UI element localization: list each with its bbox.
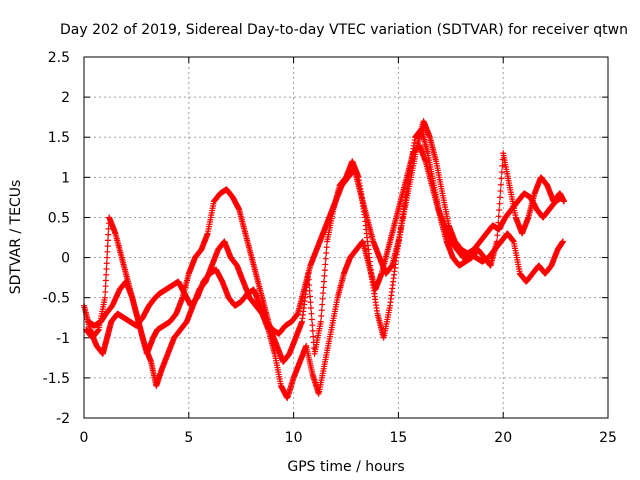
x-tick-label: 5 <box>184 430 193 446</box>
data-point <box>309 322 316 329</box>
data-point <box>320 290 327 297</box>
series-track-b <box>83 126 567 365</box>
data-point <box>307 299 314 306</box>
y-tick-label: -2 <box>56 411 70 427</box>
y-tick-label: 2 <box>61 90 70 106</box>
y-tick-label: -0.5 <box>43 291 70 307</box>
chart-title: Day 202 of 2019, Sidereal Day-to-day VTE… <box>60 22 628 38</box>
data-point <box>103 260 110 267</box>
data-point <box>102 277 109 284</box>
data-point <box>306 282 313 289</box>
x-tick-label: 15 <box>389 430 407 446</box>
y-axis-label: SDTVAR / TECUs <box>8 180 24 295</box>
data-point <box>320 278 327 285</box>
x-tick-label: 25 <box>599 430 617 446</box>
x-axis-label: GPS time / hours <box>287 459 404 475</box>
y-tick-label: 0.5 <box>48 210 70 226</box>
data-point <box>494 232 501 239</box>
data-point <box>560 198 567 205</box>
plot-frame <box>83 56 609 419</box>
y-tick-label: 1 <box>61 170 70 186</box>
data-point <box>102 288 109 295</box>
data-point <box>318 313 325 320</box>
data-point <box>323 249 330 256</box>
data-point <box>307 293 314 300</box>
data-point <box>497 181 504 188</box>
y-tick-label: -1.5 <box>43 371 70 387</box>
data-point <box>101 294 108 301</box>
data-point <box>308 316 315 323</box>
series-track-c <box>85 142 566 401</box>
data-point <box>319 295 326 302</box>
data-marks <box>81 118 567 401</box>
data-point <box>559 238 566 245</box>
grid <box>84 57 608 418</box>
data-point <box>495 219 502 226</box>
y-tick-label: 0 <box>61 251 70 267</box>
data-point <box>319 301 326 308</box>
data-point <box>497 194 504 201</box>
x-tick-label: 10 <box>285 430 303 446</box>
data-point <box>321 267 328 274</box>
data-point <box>320 284 327 291</box>
data-point <box>105 225 112 232</box>
data-point <box>307 304 314 311</box>
data-point <box>495 213 502 220</box>
data-point <box>499 162 506 169</box>
data-point <box>317 318 324 325</box>
tick-labels: 0 5 10 15 20 25 -2 -1.5 -1 -0.5 0 0.5 1 1.5 2 2.5 <box>43 50 617 446</box>
y-tick-label: -1 <box>56 331 70 347</box>
data-point <box>103 266 110 273</box>
data-point <box>309 327 316 334</box>
data-point <box>318 307 325 314</box>
data-point <box>306 287 313 294</box>
data-point <box>305 270 312 277</box>
data-point <box>322 255 329 262</box>
data-point <box>104 237 111 244</box>
data-point <box>494 225 501 232</box>
data-point <box>102 283 109 290</box>
series-track-a <box>81 118 565 357</box>
data-point <box>310 333 317 340</box>
data-point <box>321 272 328 279</box>
data-point <box>323 244 330 251</box>
data-point <box>104 243 111 250</box>
data-point <box>103 271 110 278</box>
data-point <box>498 175 505 182</box>
y-tick-label: 1.5 <box>48 130 70 146</box>
data-point <box>104 248 111 255</box>
x-tick-label: 0 <box>80 430 89 446</box>
data-point <box>305 276 312 283</box>
x-tick-label: 20 <box>494 430 512 446</box>
data-point <box>105 231 112 238</box>
y-tick-label: 2.5 <box>48 50 70 66</box>
data-point <box>496 200 503 207</box>
data-point <box>308 310 315 317</box>
data-point <box>497 188 504 195</box>
data-point <box>496 206 503 213</box>
data-point <box>322 261 329 268</box>
data-point <box>104 254 111 261</box>
